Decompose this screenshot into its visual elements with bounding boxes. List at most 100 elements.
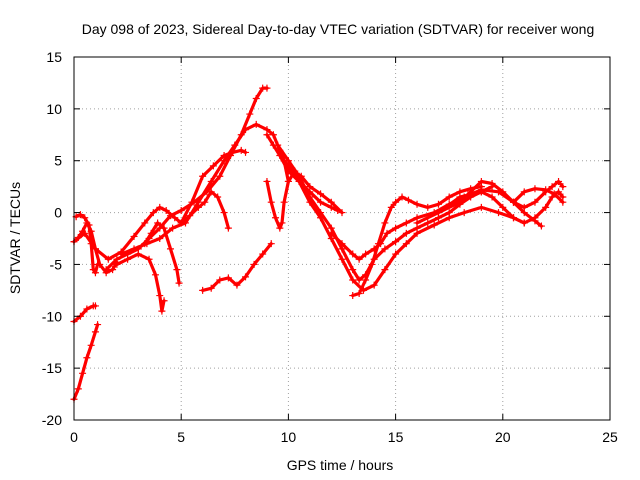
axes-layer: 0 5 10 15 20 25 -20 -15 -10 -5 0 5 10 15 (42, 49, 618, 445)
data-point (434, 200, 442, 208)
data-point (317, 198, 325, 206)
data-point (317, 190, 325, 198)
data-point (276, 152, 284, 160)
series-line-arc-to-10h (119, 122, 290, 256)
data-point (499, 203, 507, 211)
data-point (430, 221, 438, 229)
data-point (488, 180, 496, 188)
data-point (327, 229, 335, 237)
data-point (269, 131, 277, 139)
data-point (542, 186, 550, 194)
data-point (263, 177, 271, 185)
series-line-arc-late-3 (511, 187, 565, 204)
data-point (392, 224, 400, 232)
data-point (295, 177, 303, 185)
data-point (104, 255, 112, 263)
data-point (124, 255, 132, 263)
data-point (87, 341, 95, 349)
data-point (117, 250, 125, 258)
data-point (85, 221, 93, 229)
series-arc-to-10h (117, 120, 292, 258)
data-point (355, 289, 363, 297)
data-point (214, 193, 222, 201)
data-point (413, 219, 421, 227)
data-point (83, 354, 91, 362)
data-point (413, 229, 421, 237)
data-point (488, 193, 496, 201)
data-point (520, 219, 528, 227)
data-point (201, 198, 209, 206)
series-line-arc-late-2 (436, 190, 565, 225)
data-point (306, 183, 314, 191)
series-arc-late-3 (510, 185, 567, 206)
data-point (237, 146, 245, 154)
data-point (252, 94, 260, 102)
data-point (250, 260, 258, 268)
data-point (149, 209, 157, 217)
data-point (259, 250, 267, 258)
data-point (349, 292, 357, 300)
series-line-arc-mid-dip-1 (276, 143, 494, 282)
data-point (91, 269, 99, 277)
data-point (510, 214, 518, 222)
series-line-arc-hump-6-7h (179, 190, 230, 230)
data-point (520, 203, 528, 211)
series-arc-rise-15h (349, 183, 485, 300)
y-axis-title: SDTVAR / TECUs (7, 182, 23, 294)
series-line-arc-mid-dip-2 (286, 164, 526, 292)
x-tick-label: 15 (388, 429, 404, 445)
grid-layer (74, 57, 610, 420)
data-point (199, 286, 207, 294)
data-point (242, 126, 250, 134)
data-point (284, 177, 292, 185)
data-point (141, 240, 149, 248)
data-point (177, 206, 185, 214)
data-point (246, 110, 254, 118)
data-point (413, 200, 421, 208)
chart-title: Day 098 of 2023, Sidereal Day-to-day VTE… (82, 21, 595, 37)
series-line-arc-dip-4h (115, 252, 166, 313)
data-point (477, 177, 485, 185)
data-point (207, 284, 215, 292)
data-point (402, 229, 410, 237)
data-point (242, 273, 250, 281)
y-tick-label: 10 (46, 101, 62, 117)
series-arc-dip-4h (113, 250, 168, 315)
data-point (272, 214, 280, 222)
series-arc-late-2 (434, 188, 567, 227)
data-point (477, 203, 485, 211)
data-point (392, 250, 400, 258)
data-point (278, 219, 286, 227)
data-point (327, 198, 335, 206)
data-point (76, 211, 84, 219)
data-point (216, 172, 224, 180)
data-point (242, 148, 250, 156)
series-line-arc-start-dip-1 (72, 221, 119, 275)
data-point (338, 240, 346, 248)
x-tick-label: 0 (70, 429, 78, 445)
data-point (495, 209, 503, 217)
series-arc-dip-4-5h (141, 219, 183, 287)
data-point (252, 120, 260, 128)
series-line-arc-early-low (72, 323, 100, 401)
data-point (194, 203, 202, 211)
data-point (383, 229, 391, 237)
data-point (173, 266, 181, 274)
data-point (559, 183, 567, 191)
data-point (169, 224, 177, 232)
data-point (83, 305, 91, 313)
data-point (456, 193, 464, 201)
x-tick-label: 25 (602, 429, 618, 445)
data-point (233, 281, 241, 289)
data-point (220, 209, 228, 217)
data-point (317, 214, 325, 222)
data-point (550, 190, 558, 198)
data-point (424, 203, 432, 211)
data-point (368, 260, 376, 268)
data-point (231, 141, 239, 149)
series-arc-hump-6-7h (177, 188, 232, 232)
data-point (130, 245, 138, 253)
data-point (154, 219, 162, 227)
y-tick-label: -20 (42, 412, 62, 428)
